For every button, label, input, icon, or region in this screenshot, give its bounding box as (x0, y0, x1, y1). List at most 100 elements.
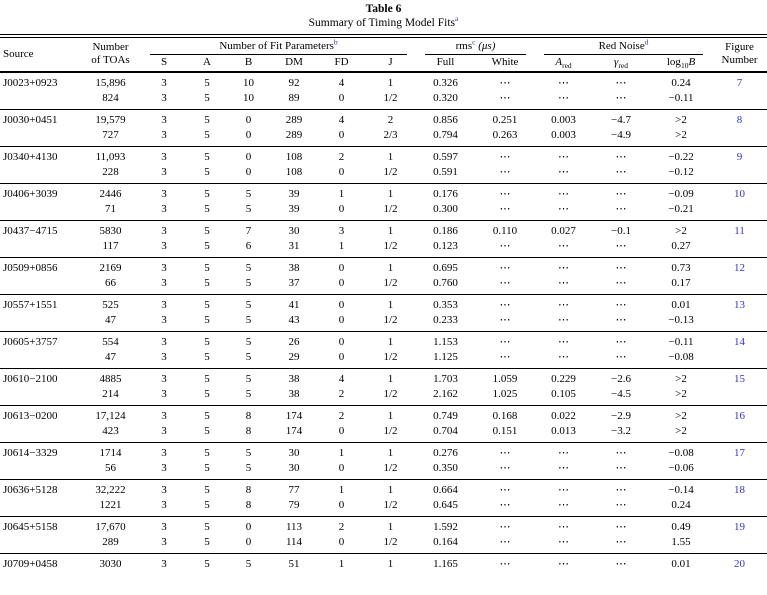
cell-toas: 47 (105, 351, 116, 363)
cell-fd: 2 (318, 516, 365, 535)
cell-toas: 47 (105, 314, 116, 326)
cell-rms-full: 0.233 (433, 314, 458, 326)
cell-fd: 1 (318, 479, 365, 498)
figure-cell (712, 535, 767, 554)
source-cell (0, 535, 80, 554)
figure-link[interactable]: 12 (734, 262, 746, 274)
cell-ared: ⋯ (535, 146, 593, 165)
cell-j: 1 (365, 257, 416, 276)
cell-s: 3 (161, 499, 167, 511)
figure-link[interactable]: 14 (734, 336, 746, 348)
source-cell (0, 350, 80, 369)
cell-dm: 41 (270, 294, 318, 313)
cell-b: 5 (245, 351, 252, 363)
cell-dm: 38 (270, 368, 318, 387)
figure-link[interactable]: 10 (734, 188, 746, 200)
cell-log10b: 0.27 (671, 240, 691, 252)
cell-dm: 51 (270, 553, 318, 575)
table-row: 47 3 5 5 29 0 1/2 1.125 ⋯ ⋯ ⋯ −0.08 (0, 350, 767, 369)
cell-log10b: −0.08 (650, 442, 713, 461)
table-row: J0030+0451 19,579 3 5 0 289 4 2 0.856 0.251 0.003−… (0, 109, 767, 128)
cell-dm: 108 (270, 146, 318, 165)
footnote-link-d[interactable]: d (644, 37, 649, 47)
gred-subscript: red (618, 61, 628, 71)
cell-fd: 0 (338, 499, 345, 511)
cell-b: 0 (227, 146, 270, 165)
cell-rms-white: ⋯ (499, 240, 511, 252)
figure-cell (712, 165, 767, 184)
cell-s: 3 (161, 277, 167, 289)
figure-link[interactable]: 20 (734, 558, 746, 570)
cell-rms-full: 0.164 (433, 536, 458, 548)
cell-rms-white: 0.251 (475, 109, 536, 128)
figure-link[interactable]: 19 (734, 521, 746, 533)
table-row: J0709+0458 3030 3 5 5 51 1 1 1.165 ⋯ ⋯ ⋯ 0.01 20 (0, 553, 767, 575)
cell-gred: ⋯ (592, 146, 651, 165)
cell-s: 3 (161, 351, 167, 363)
cell-rms-full: 1.153 (416, 331, 475, 350)
cell-j: 1/2 (383, 499, 398, 511)
col-header-figure-line1: Figure (725, 41, 754, 53)
cell-gred: −4.9 (611, 129, 631, 141)
figure-link[interactable]: 11 (734, 225, 745, 237)
cell-b: 5 (245, 388, 252, 400)
cell-dm: 30 (270, 442, 318, 461)
cell-j: 1/2 (383, 351, 398, 363)
cell-gred: ⋯ (592, 516, 651, 535)
cell-gred: ⋯ (615, 240, 627, 252)
source-cell: J0030+0451 (0, 109, 80, 128)
figure-cell (712, 276, 767, 295)
figure-cell (712, 424, 767, 443)
cell-toas: 32,222 (80, 479, 141, 498)
cell-j: 1/2 (383, 277, 398, 289)
cell-gred: ⋯ (615, 166, 627, 178)
cell-log10b: 0.24 (671, 77, 691, 89)
cell-s: 3 (141, 183, 187, 202)
gred-symbol: γ (614, 56, 619, 68)
table-row: 66 3 5 5 37 0 1/2 0.760 ⋯ ⋯ ⋯ 0.17 (0, 276, 767, 295)
cell-toas: 1714 (80, 442, 141, 461)
figure-cell: 19 (712, 516, 767, 535)
cell-dm: 30 (270, 220, 318, 239)
table-row: 71 3 5 5 39 0 1/2 0.300 ⋯ ⋯ ⋯ −0.21 (0, 202, 767, 221)
figure-link[interactable]: 8 (736, 114, 743, 126)
footnote-link-a[interactable]: a (455, 14, 459, 24)
source-cell: J0636+5128 (0, 479, 80, 498)
table-row: 289 3 5 0 114 0 1/2 0.164 ⋯ ⋯ ⋯ 1.55 (0, 535, 767, 554)
cell-rms-white: ⋯ (499, 351, 511, 363)
cell-rms-full: 0.856 (416, 109, 475, 128)
cell-toas: 289 (102, 536, 119, 548)
cell-rms-white: ⋯ (499, 92, 511, 104)
cell-fd: 2 (338, 388, 345, 400)
source-cell (0, 424, 80, 443)
cell-a: 5 (187, 516, 227, 535)
cell-rms-white: 0.151 (492, 425, 518, 437)
figure-link[interactable]: 13 (734, 299, 746, 311)
footnote-link-c[interactable]: c (472, 37, 476, 47)
figure-link[interactable]: 16 (734, 410, 746, 422)
cell-gred: ⋯ (615, 92, 627, 104)
cell-rms-white: 0.263 (492, 129, 518, 141)
cell-log10b: −0.14 (650, 479, 713, 498)
footnote-link-b[interactable]: b (333, 37, 338, 47)
cell-a: 5 (187, 553, 227, 575)
source-cell (0, 202, 80, 221)
table-row: 214 3 5 5 38 2 1/2 2.162 1.025 0.105 −4.5 >2 (0, 387, 767, 406)
figure-link[interactable]: 7 (736, 77, 743, 89)
figure-link[interactable]: 15 (734, 373, 746, 385)
table-row: J0557+1551 525 3 5 5 41 0 1 0.353 ⋯ ⋯ ⋯ 0.01 13 (0, 294, 767, 313)
cell-gred: ⋯ (615, 351, 627, 363)
table-row: J0614−3329 1714 3 5 5 30 1 1 0.276 ⋯ ⋯ ⋯ −0.08 17 (0, 442, 767, 461)
cell-toas: 2446 (80, 183, 141, 202)
figure-cell (712, 313, 767, 332)
cell-rms-full: 2.162 (433, 388, 458, 400)
figure-link[interactable]: 18 (734, 484, 746, 496)
cell-a: 5 (187, 405, 227, 424)
cell-rms-full: 0.320 (433, 92, 458, 104)
cell-log10b: −0.22 (650, 146, 713, 165)
figure-link[interactable]: 9 (736, 151, 743, 163)
cell-a: 5 (187, 294, 227, 313)
figure-link[interactable]: 17 (734, 447, 746, 459)
cell-gred: −4.5 (611, 388, 631, 400)
cell-j: 2 (365, 109, 416, 128)
